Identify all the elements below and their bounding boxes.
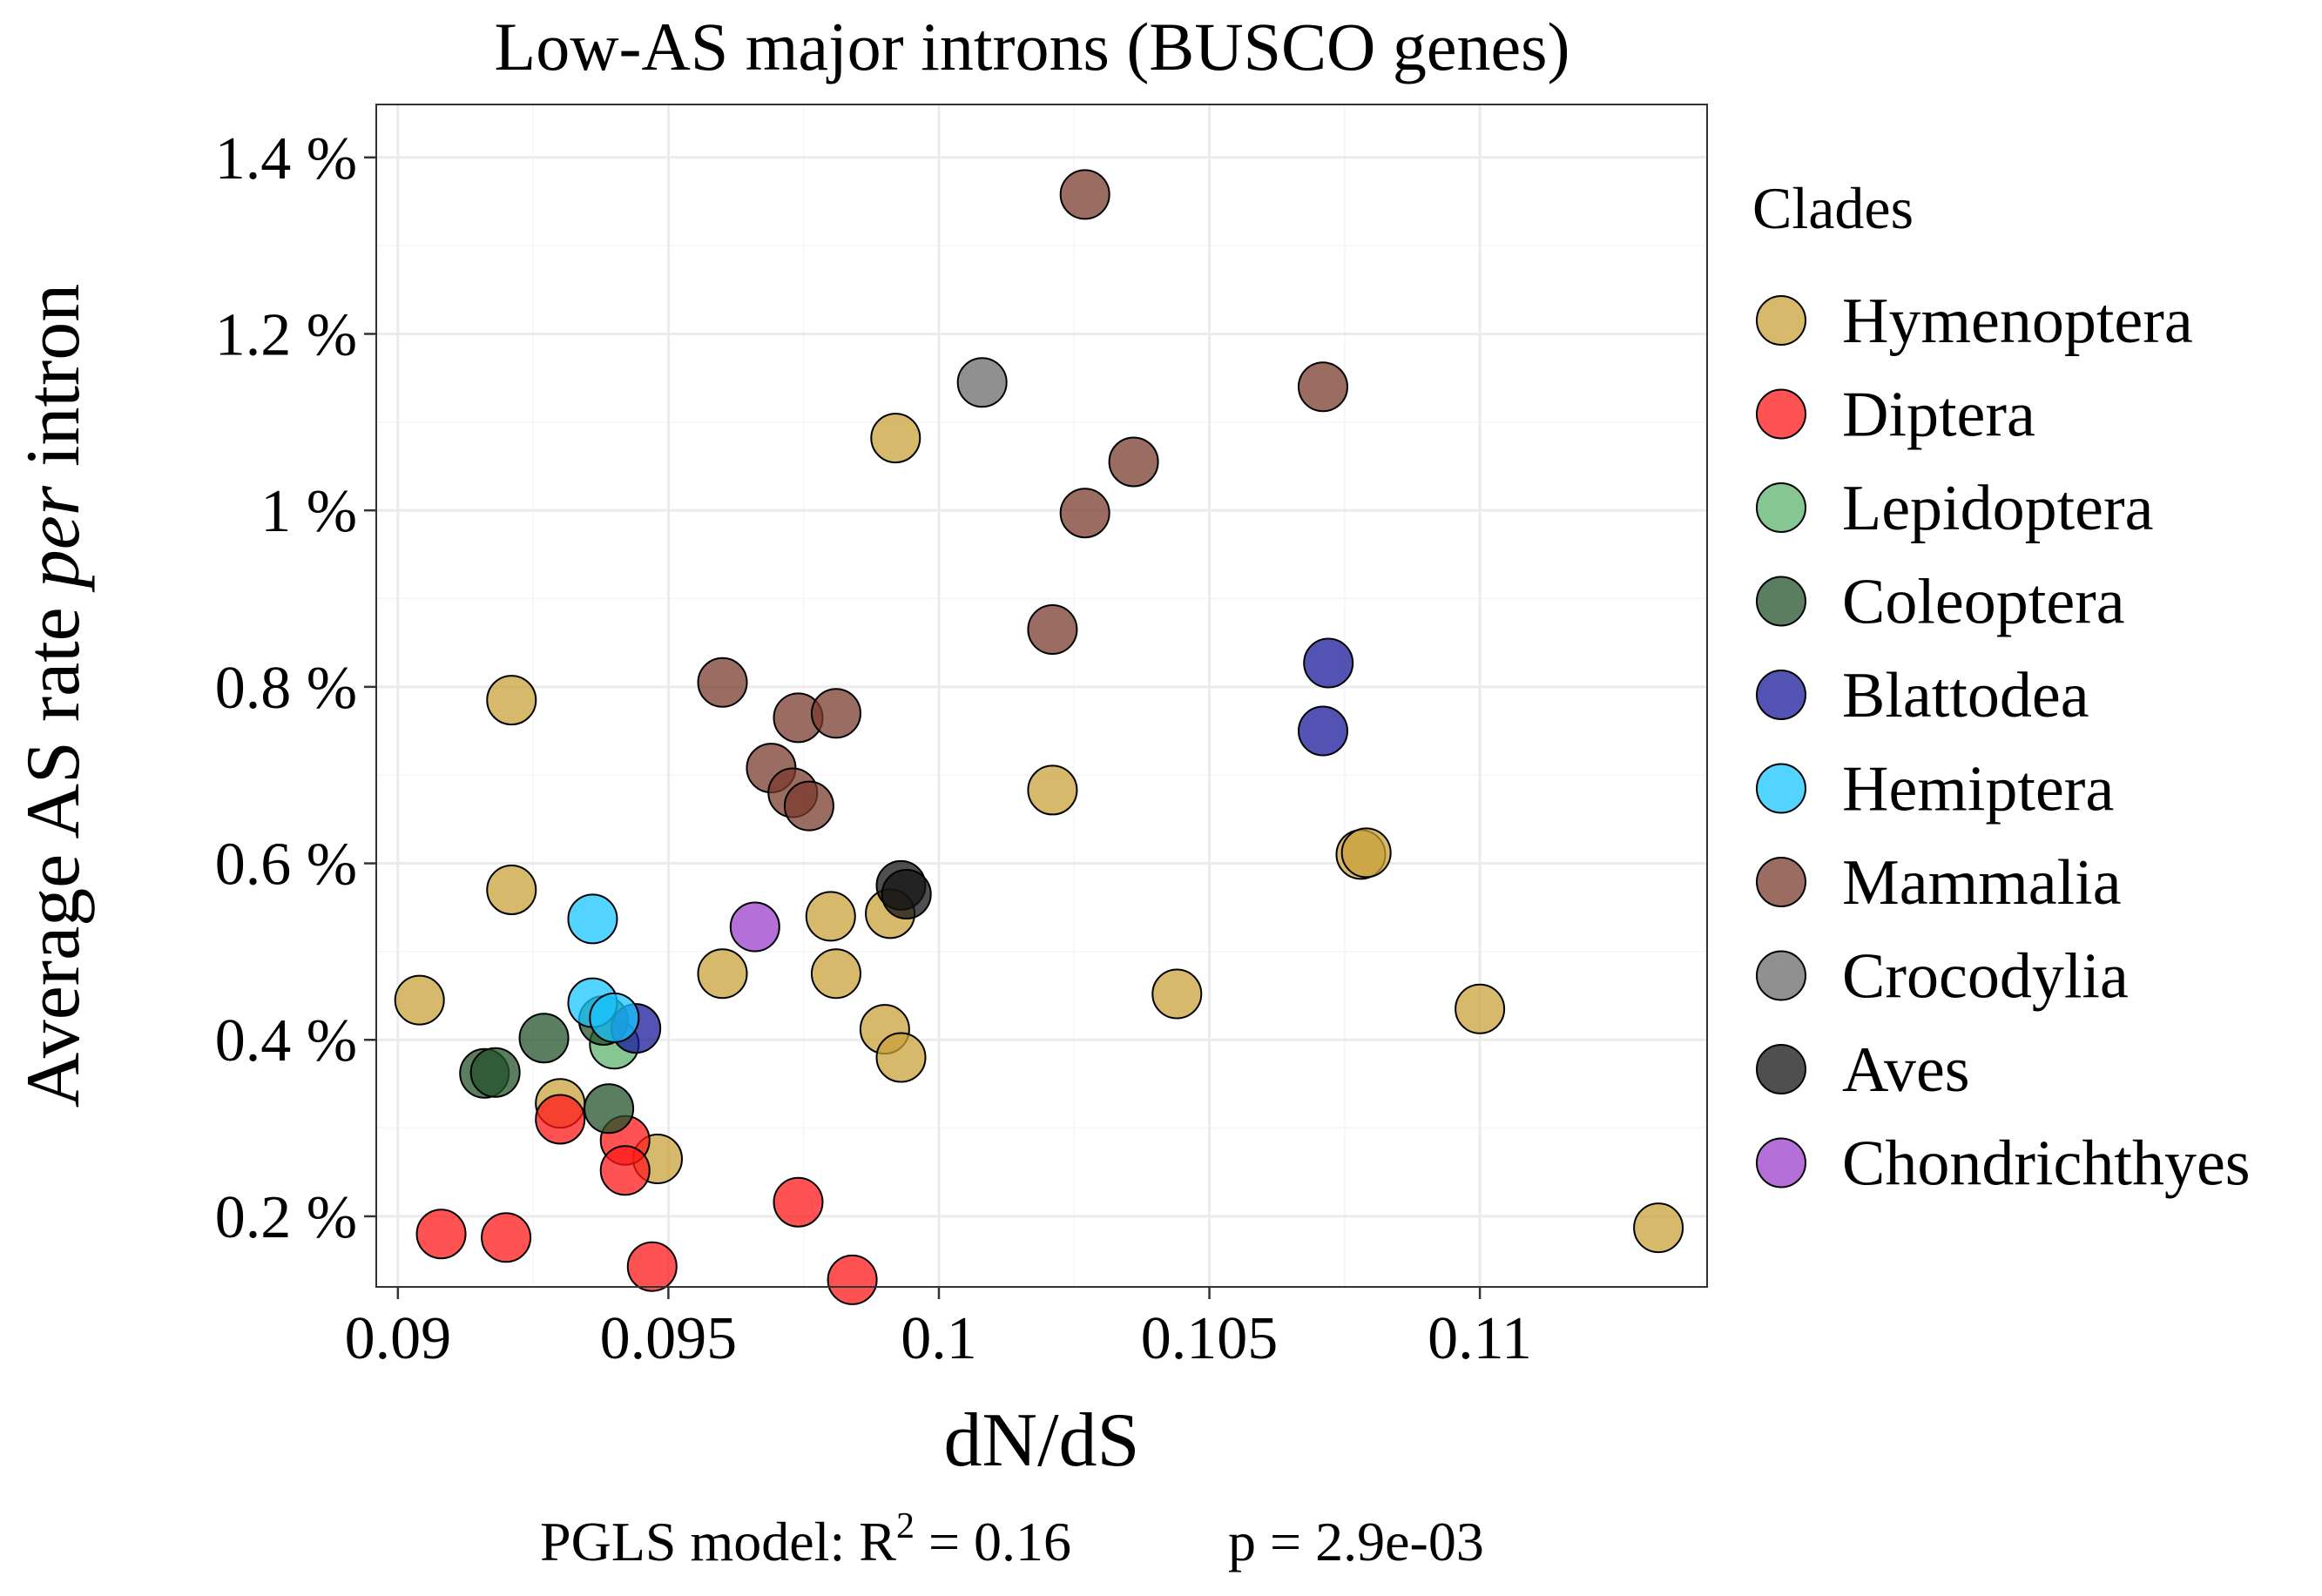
grid-lines	[376, 104, 1707, 1287]
legend: Clades Hymenoptera Diptera Lepidoptera Cole…	[1752, 175, 2251, 1200]
point-blattodea	[1297, 705, 1348, 757]
point-hymenoptera	[1151, 968, 1203, 1020]
legend-key-lepidoptera	[1756, 482, 1806, 533]
caption-r2-value: = 0.16	[915, 1511, 1071, 1572]
caption-p-value: p = 2.9e-03	[1228, 1511, 1484, 1572]
y-axis-title-part3: intron	[11, 284, 96, 486]
point-hymenoptera	[697, 948, 748, 1000]
point-hymenoptera	[810, 948, 861, 1000]
point-diptera	[599, 1145, 651, 1196]
x-tick-label: 0.105	[1141, 1305, 1279, 1372]
point-mammalia	[1027, 603, 1078, 655]
panel-border	[375, 104, 1708, 1288]
y-axis: 0.2 % 0.4 % 0.6 % 0.8 % 1 % 1.2 % 1.4 %	[215, 125, 376, 1251]
point-diptera	[626, 1241, 678, 1292]
point-aves	[881, 869, 932, 920]
point-hymenoptera	[1027, 764, 1078, 816]
legend-key-hemiptera	[1756, 763, 1806, 814]
point-hymenoptera	[875, 1032, 927, 1083]
legend-label-aves: Aves	[1842, 1034, 1970, 1106]
point-hemiptera	[567, 893, 618, 945]
y-tick-label: 0.8 %	[215, 655, 357, 722]
point-hymenoptera	[870, 413, 921, 464]
x-tick-label: 0.1	[901, 1305, 977, 1372]
plot-panel	[375, 104, 1708, 1305]
legend-label-crocodylia: Crocodylia	[1842, 941, 2129, 1013]
y-tick-label: 1.2 %	[215, 301, 357, 368]
x-axis-title: dN/dS	[944, 1398, 1140, 1483]
point-diptera	[773, 1176, 824, 1228]
point-diptera	[415, 1209, 467, 1260]
legend-key-hymenoptera	[1756, 295, 1806, 346]
data-points	[394, 169, 1684, 1305]
legend-label-hymenoptera: Hymenoptera	[1842, 286, 2193, 357]
point-mammalia	[697, 657, 748, 708]
legend-label-coleoptera: Coleoptera	[1842, 567, 2125, 638]
point-mammalia	[1059, 488, 1110, 539]
point-coleoptera	[518, 1013, 570, 1064]
pgls-caption: PGLS model: R2 = 0.16 p = 2.9e-03	[540, 1506, 1484, 1572]
legend-key-coleoptera	[1756, 576, 1806, 627]
point-hymenoptera	[486, 864, 537, 915]
point-mammalia	[1297, 361, 1348, 413]
point-diptera	[481, 1212, 532, 1263]
point-coleoptera	[584, 1083, 635, 1135]
legend-label-hemiptera: Hemiptera	[1842, 754, 2114, 825]
y-axis-title: Average AS rate per intron	[11, 284, 96, 1108]
point-hymenoptera	[394, 974, 445, 1026]
point-hymenoptera	[1455, 983, 1506, 1034]
point-mammalia	[1108, 436, 1159, 488]
point-hymenoptera	[1633, 1202, 1684, 1254]
legend-label-blattodea: Blattodea	[1842, 660, 2089, 731]
y-axis-title-italic: per	[11, 485, 96, 593]
legend-key-blattodea	[1756, 670, 1806, 720]
point-mammalia	[783, 780, 834, 832]
caption-r2-superscript: 2	[896, 1506, 915, 1546]
point-diptera	[827, 1254, 878, 1305]
legend-key-chondrichthyes	[1756, 1137, 1806, 1189]
point-hymenoptera	[805, 891, 856, 942]
point-crocodylia	[956, 357, 1008, 408]
legend-label-chondrichthyes: Chondrichthyes	[1842, 1128, 2251, 1200]
legend-key-crocodylia	[1756, 950, 1806, 1001]
point-hymenoptera	[486, 675, 537, 726]
legend-key-mammalia	[1756, 857, 1806, 907]
legend-label-lepidoptera: Lepidoptera	[1842, 473, 2154, 544]
y-tick-label: 1.4 %	[215, 125, 357, 192]
legend-key-diptera	[1756, 388, 1806, 440]
x-tick-label: 0.11	[1428, 1305, 1532, 1372]
legend-label-diptera: Diptera	[1842, 380, 2035, 451]
point-blattodea	[1303, 637, 1354, 689]
y-tick-label: 1 %	[260, 478, 357, 545]
caption-prefix: PGLS model: R	[540, 1511, 896, 1572]
point-mammalia	[810, 688, 861, 739]
y-axis-title-part1: Average AS rate	[11, 588, 96, 1108]
x-tick-label: 0.09	[345, 1305, 452, 1372]
point-hemiptera	[589, 992, 640, 1043]
chart-title: Low-AS major introns (BUSCO genes)	[495, 9, 1570, 84]
y-tick-label: 0.6 %	[215, 832, 357, 899]
point-hymenoptera	[1340, 827, 1392, 879]
x-axis: 0.09 0.095 0.1 0.105 0.11	[345, 1287, 1532, 1372]
point-chondrichthyes	[729, 901, 780, 953]
point-coleoptera	[469, 1047, 521, 1098]
x-tick-label: 0.095	[600, 1305, 738, 1372]
legend-key-aves	[1756, 1044, 1806, 1094]
point-diptera	[535, 1094, 586, 1145]
y-tick-label: 0.4 %	[215, 1007, 357, 1074]
y-tick-label: 0.2 %	[215, 1184, 357, 1251]
legend-label-mammalia: Mammalia	[1842, 847, 2122, 919]
point-mammalia	[1059, 169, 1110, 220]
legend-title: Clades	[1752, 175, 1914, 241]
